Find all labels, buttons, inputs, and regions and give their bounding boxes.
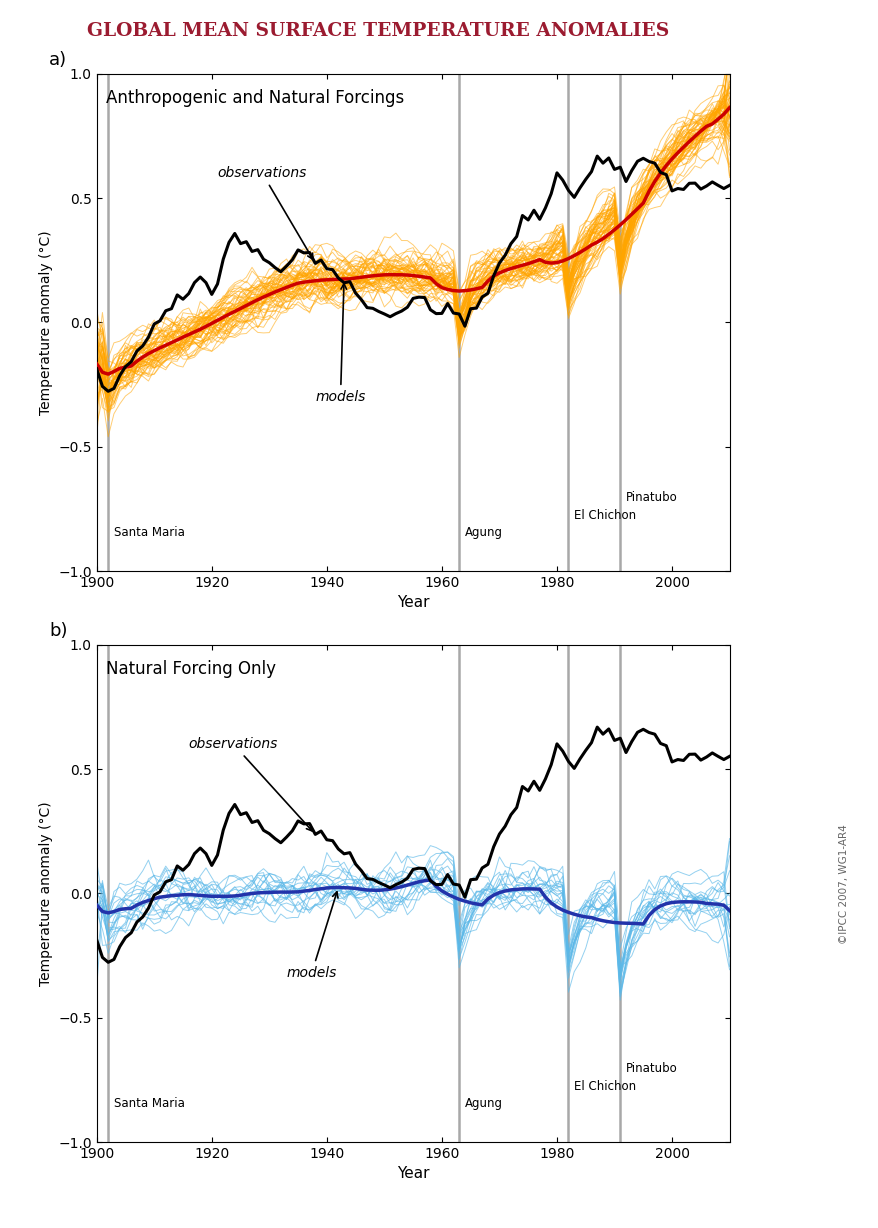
Text: b): b) [49, 621, 68, 640]
Text: models: models [286, 892, 337, 980]
Text: Agung: Agung [464, 1098, 502, 1110]
Text: ©IPCC 2007, WG1-AR4: ©IPCC 2007, WG1-AR4 [838, 824, 848, 944]
Text: a): a) [49, 50, 68, 69]
X-axis label: Year: Year [397, 596, 428, 610]
Text: El Chichon: El Chichon [573, 508, 636, 522]
Text: Pinatubo: Pinatubo [625, 491, 677, 505]
Text: models: models [315, 284, 365, 404]
Text: Santa Maria: Santa Maria [114, 527, 184, 539]
Text: Natural Forcing Only: Natural Forcing Only [106, 659, 276, 678]
X-axis label: Year: Year [397, 1167, 428, 1181]
Text: Santa Maria: Santa Maria [114, 1098, 184, 1110]
Text: Anthropogenic and Natural Forcings: Anthropogenic and Natural Forcings [106, 88, 404, 107]
Text: Agung: Agung [464, 527, 502, 539]
Text: El Chichon: El Chichon [573, 1079, 636, 1093]
Y-axis label: Temperature anomaly (°C): Temperature anomaly (°C) [39, 230, 53, 415]
Text: GLOBAL MEAN SURFACE TEMPERATURE ANOMALIES: GLOBAL MEAN SURFACE TEMPERATURE ANOMALIE… [87, 22, 668, 39]
Y-axis label: Temperature anomaly (°C): Temperature anomaly (°C) [39, 801, 53, 986]
Text: Pinatubo: Pinatubo [625, 1062, 677, 1076]
Text: observations: observations [189, 737, 312, 831]
Text: observations: observations [217, 166, 313, 259]
